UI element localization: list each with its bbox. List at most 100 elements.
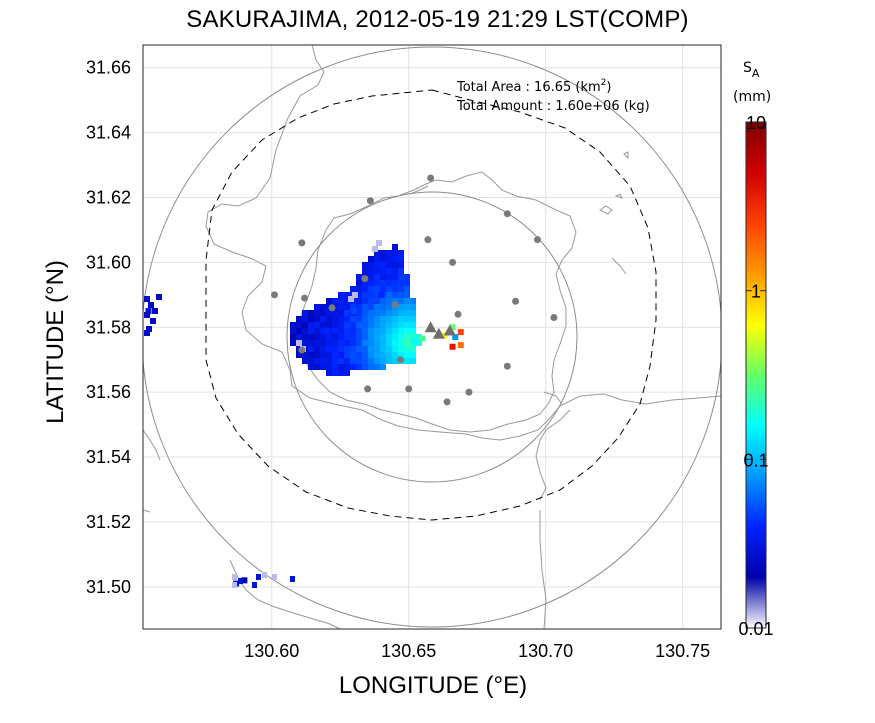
stats-panel: Total Area : 16.65 (km2) Total Amount : … (456, 78, 650, 114)
ash-cell (374, 358, 380, 364)
ash-cell (148, 302, 154, 308)
ash-cell (416, 334, 422, 340)
ash-cell (320, 328, 326, 334)
ash-cell (338, 328, 344, 334)
vent-triangle (443, 324, 456, 336)
ash-cell (368, 274, 374, 280)
ash-cell (344, 340, 350, 346)
ash-cell (338, 322, 344, 328)
ash-cell (410, 304, 416, 310)
ash-cell (410, 298, 416, 304)
station-dot (391, 301, 399, 309)
ash-cell (344, 292, 350, 298)
ash-cell (410, 334, 416, 340)
ash-cell (344, 322, 350, 328)
ash-cell (302, 358, 308, 364)
ash-cell (398, 346, 404, 352)
ash-cell (356, 328, 362, 334)
ash-cell (386, 328, 392, 334)
vent-triangle (432, 327, 445, 339)
ash-cell (326, 310, 332, 316)
ash-cell (350, 328, 356, 334)
ash-cell-value (241, 577, 248, 584)
ash-cell (392, 262, 398, 268)
ash-cell (320, 334, 326, 340)
ash-cell (356, 316, 362, 322)
ash-cell (392, 274, 398, 280)
ash-cell (362, 262, 368, 268)
ash-cell (404, 352, 410, 358)
ash-cell (404, 334, 410, 340)
station-markers (270, 174, 558, 406)
ash-cell (338, 292, 344, 298)
ash-cell (380, 286, 386, 292)
ash-cell (374, 280, 380, 286)
ash-cell (386, 262, 392, 268)
ash-cell (368, 364, 374, 370)
ash-cell (344, 304, 350, 310)
ash-cell (410, 322, 416, 328)
ash-cell (368, 310, 374, 316)
y-tick-label: 31.62 (86, 187, 131, 207)
colorbar-gradient (745, 121, 767, 629)
station-dot (396, 356, 404, 364)
ash-cell (374, 274, 380, 280)
ash-cell (296, 352, 302, 358)
vent-markers (424, 321, 456, 339)
total-amount-text: Total Amount : 1.60e+06 (kg) (456, 99, 650, 114)
total-area-text: Total Area : 16.65 (km2) (456, 78, 611, 95)
ash-cell (308, 352, 314, 358)
ash-cell-value (452, 334, 459, 340)
ash-cell (404, 304, 410, 310)
ash-cell (338, 370, 344, 376)
ash-cell (386, 286, 392, 292)
ash-cell (356, 274, 362, 280)
ash-cell (338, 304, 344, 310)
ash-cell (350, 352, 356, 358)
ash-cell (320, 304, 326, 310)
ash-cell (350, 364, 356, 370)
ash-cell (296, 340, 302, 346)
ash-cell (374, 340, 380, 346)
ash-cell-value (457, 342, 464, 349)
station-dot (361, 275, 369, 283)
ash-cell (398, 286, 404, 292)
ash-cell (368, 316, 374, 322)
ash-cell-value (350, 308, 357, 315)
ash-cell (356, 280, 362, 286)
ash-cell (368, 322, 374, 328)
ash-cell (374, 268, 380, 274)
ash-cell (392, 292, 398, 298)
ash-cell (380, 334, 386, 340)
ash-cell (386, 340, 392, 346)
ash-cell (380, 256, 386, 262)
ash-cell (362, 334, 368, 340)
ash-cell (374, 364, 380, 370)
ash-cell (374, 262, 380, 268)
ash-cell (398, 340, 404, 346)
ash-cell (238, 578, 243, 584)
ash-cell (368, 298, 374, 304)
ash-cell (152, 308, 158, 314)
ash-cell (368, 262, 374, 268)
ash-cell (404, 316, 410, 322)
ash-cell (410, 352, 416, 358)
ash-cell (314, 322, 320, 328)
ash-cell (392, 298, 398, 304)
ash-cell (146, 326, 152, 332)
station-dot (443, 398, 451, 406)
colorbar-ticks: 10 1 0.1 0.01 (738, 113, 773, 639)
ash-cell (326, 370, 332, 376)
ash-cell (398, 316, 404, 322)
ash-cell (290, 340, 296, 346)
ash-cell (252, 582, 257, 588)
ash-cell (398, 334, 404, 340)
ash-cell (404, 328, 410, 334)
ash-cell (398, 262, 404, 268)
ash-cell (374, 334, 380, 340)
ash-cell (356, 352, 362, 358)
ash-cell (332, 334, 338, 340)
ash-cell (404, 292, 410, 298)
station-dot (364, 385, 372, 393)
ash-cell (362, 310, 368, 316)
